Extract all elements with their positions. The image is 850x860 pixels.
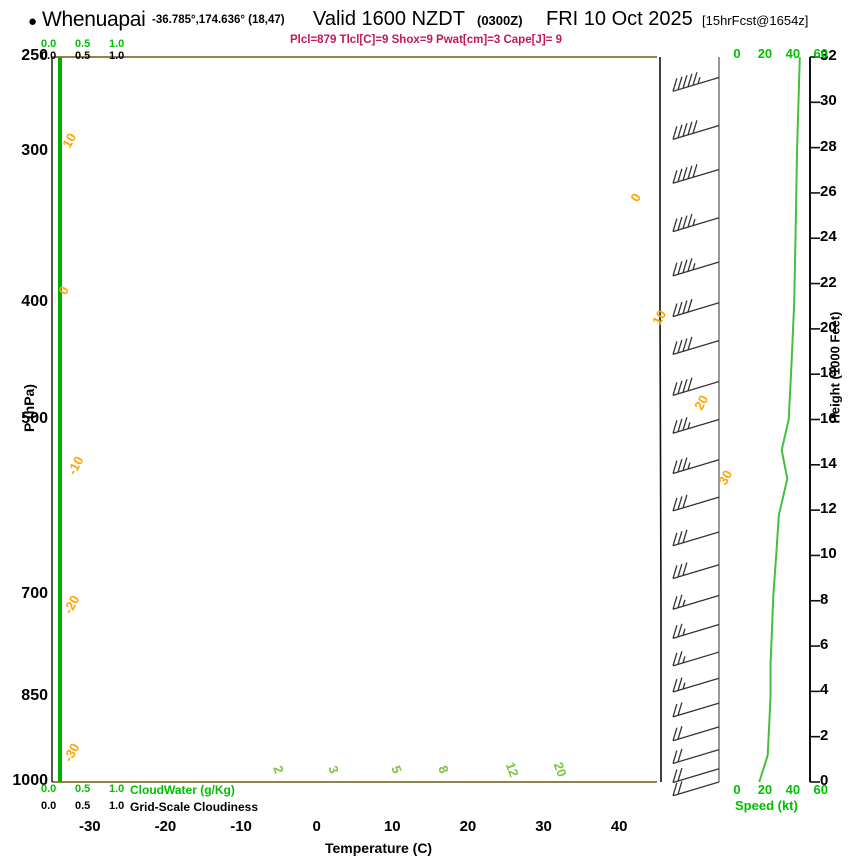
pressure-tick-700: 700 [21,585,48,603]
temperature-tick-30: 30 [535,818,552,835]
height-tick-12: 12 [820,500,837,518]
cloudwater-tick-bot-0: 0.0 [41,783,57,795]
pressure-tick-500: 500 [21,409,48,427]
temperature-tick-20: 20 [459,818,477,835]
forecast-tag: [15hrFcst@1654z] [702,13,809,28]
cloudwater-tick-bot-2: 1.0 [109,783,125,795]
height-tick-14: 14 [820,454,837,472]
surface-temperature [489,784,499,794]
speed-tick-bot-40: 40 [785,782,801,797]
valid-time-label: Valid 1600 NZDT [313,8,465,30]
cloudwater-tick-top-2: 1.0 [109,38,125,50]
speed-tick-bot-0: 0 [733,782,741,797]
height-tick-18: 18 [820,364,837,382]
height-tick-10: 10 [820,545,837,563]
speed-tick-top-20: 20 [757,46,773,61]
cloudiness-tick-bot-2: 1.0 [109,800,125,812]
cloudiness-tick-top-1: 0.5 [75,50,91,62]
station-coordinates: -36.785°,174.636° (18,47) [152,14,285,26]
speed-tick-top-0: 0 [733,46,741,61]
temperature-tick-0: 0 [312,818,321,835]
temperature-tick-10: 10 [383,818,401,835]
pressure-tick-250: 250 [21,47,48,64]
cloudwater-tick-bot-1: 0.5 [75,783,91,795]
valid-date: FRI 10 Oct 2025 [546,8,693,30]
wind-barb-column [672,57,720,797]
height-tick-30: 30 [820,92,837,110]
temperature-tick--10: -10 [230,818,252,835]
speed-tick-bot-20: 20 [757,782,773,797]
temperature-tick--20: -20 [154,818,177,835]
cloudiness-tick-bot-1: 0.5 [75,800,91,812]
height-axis-title: Height (1000 Feet) [827,311,843,424]
height-tick-28: 28 [820,137,837,155]
height-tick-6: 6 [820,636,829,654]
temperature-tick-40: 40 [610,818,628,835]
height-tick-24: 24 [820,228,837,246]
pressure-tick-1000: 1000 [12,772,48,789]
speed-tick-bot-60: 60 [813,782,828,797]
surface-dewpoint [406,784,416,794]
cloudwater-tick-top-1: 0.5 [75,38,91,50]
height-tick-8: 8 [820,590,829,608]
valid-time-utc: (0300Z) [477,13,523,28]
speed-profile [758,56,801,783]
speed-axis-title: Speed (kt) [735,798,798,813]
height-tick-2: 2 [820,726,829,744]
height-tick-26: 26 [820,182,837,200]
stability-indices: Plcl=879 Tlcl[C]=9 Shox=9 Pwat[cm]=3 Cap… [290,34,562,46]
station-name: Whenuapai [42,8,146,31]
speed-tick-top-40: 40 [785,46,801,61]
cloudiness-tick-bot-0: 0.0 [41,800,57,812]
height-tick-0: 0 [820,772,829,789]
cloudiness-legend: Grid-Scale Cloudiness [130,800,259,814]
cloudwater-legend: CloudWater (g/Kg) [130,783,235,797]
pressure-tick-400: 400 [21,292,48,310]
height-tick-16: 16 [820,409,837,427]
station-bullet-icon: ● [28,13,38,30]
height-tick-4: 4 [820,681,829,699]
height-tick-32: 32 [820,47,837,64]
temperature-tick--30: -30 [78,818,101,835]
height-tick-22: 22 [820,273,837,291]
pressure-tick-300: 300 [21,142,48,160]
height-tick-20: 20 [820,318,837,336]
cloudiness-tick-top-0: 0.0 [41,50,57,62]
cloudiness-tick-top-2: 1.0 [109,50,125,62]
pressure-tick-850: 850 [21,687,48,704]
temperature-axis-title: Temperature (C) [325,840,433,856]
speed-tick-top-60: 60 [813,46,828,61]
cloudwater-tick-top-0: 0.0 [41,38,57,50]
pressure-axis-title: P (hPa) [21,384,37,432]
